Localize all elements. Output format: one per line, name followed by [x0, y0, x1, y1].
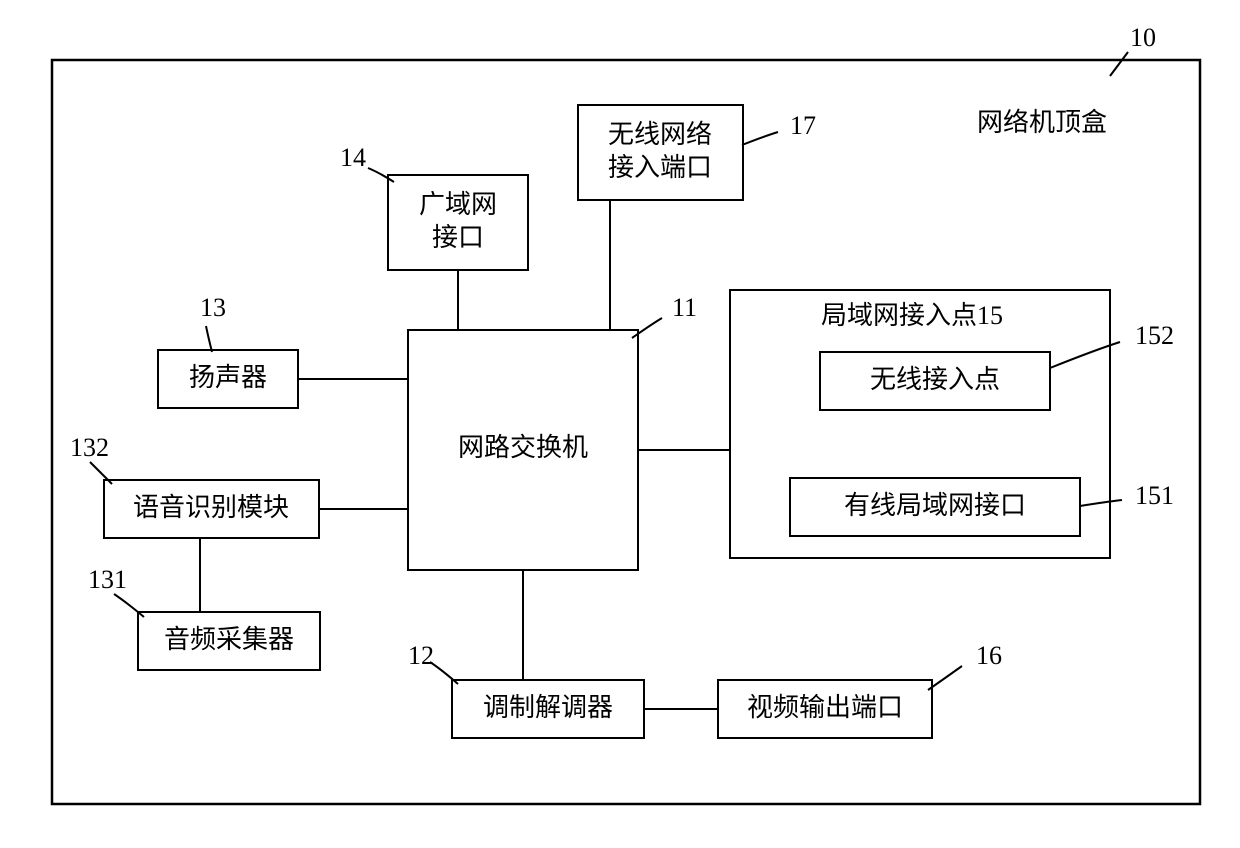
node-modem-label: 调制解调器 [483, 693, 613, 722]
ref-leader [90, 462, 112, 484]
node-lanif-ref: 151 [1135, 481, 1174, 510]
ref-leader [430, 662, 458, 684]
ref-leader [114, 594, 144, 617]
node-video-label: 视频输出端口 [747, 693, 903, 722]
node-audio-ref: 131 [88, 565, 127, 594]
node-video-ref: 16 [976, 641, 1002, 670]
node-wlanport-label2: 接入端口 [608, 153, 712, 182]
node-audio-label: 音频采集器 [164, 625, 294, 654]
ref-leader [928, 666, 962, 690]
node-speaker-label: 扬声器 [189, 363, 267, 392]
node-lanif-label: 有线局域网接口 [844, 491, 1026, 520]
ref-leader [632, 318, 662, 338]
node-asr-ref: 132 [70, 433, 109, 462]
node-asr-label: 语音识别模块 [133, 493, 289, 522]
node-wlanport-ref: 17 [790, 111, 816, 140]
node-wan-label1: 广域网 [419, 190, 497, 219]
outer-title: 网络机顶盒 [977, 108, 1107, 137]
ref-leader [742, 132, 778, 145]
ref-leader [1110, 52, 1128, 76]
node-wap-label: 无线接入点 [870, 365, 1000, 394]
node-wap-ref: 152 [1135, 321, 1174, 350]
node-wlanport-label1: 无线网络 [608, 120, 712, 149]
ref-leader [206, 326, 212, 352]
node-switch-label: 网路交换机 [458, 433, 588, 462]
node-switch-ref: 11 [672, 293, 697, 322]
node-lanbox-label: 局域网接入点15 [821, 301, 1003, 330]
node-wan-ref: 14 [340, 143, 366, 172]
node-speaker-ref: 13 [200, 293, 226, 322]
node-modem-ref: 12 [408, 641, 434, 670]
node-wan-label2: 接口 [432, 223, 484, 252]
outer-ref: 10 [1130, 23, 1156, 52]
